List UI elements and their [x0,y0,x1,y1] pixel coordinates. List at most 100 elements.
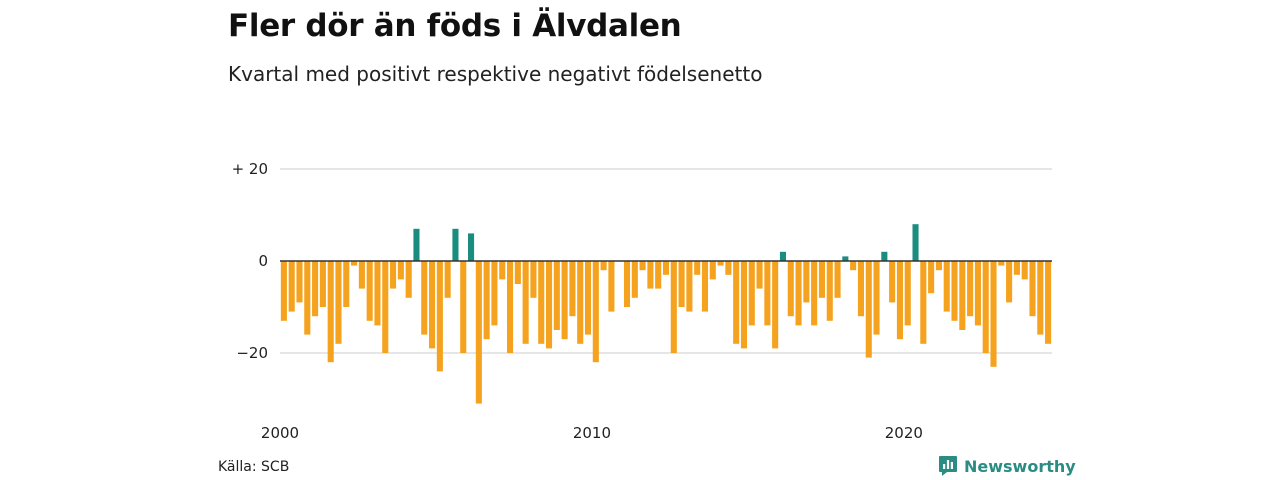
chart-title: Fler dör än föds i Älvdalen [228,8,682,44]
bar-negative [319,261,326,307]
bars [280,224,1052,404]
bar-positive [452,228,459,261]
bar-negative [483,261,490,340]
bar-negative [631,261,638,298]
bar-negative [756,261,763,289]
bar-negative [686,261,693,312]
bar-negative [429,261,436,349]
bar-negative [803,261,810,303]
bar-negative [514,261,521,284]
bar-positive [881,251,888,261]
bar-negative [896,261,903,340]
bar-negative [1029,261,1036,317]
bar-negative [889,261,896,303]
bar-negative [623,261,631,307]
bar-positive [779,251,787,261]
bar-negative [857,261,864,317]
bar-negative [460,261,467,353]
bar-negative [1006,261,1013,303]
bar-negative [998,261,1005,266]
bar-negative [499,261,506,280]
bar-negative [553,261,560,330]
y-tick-label: −20 [236,344,268,362]
bar-negative [304,261,311,335]
bar-negative [647,261,654,289]
bar-negative [920,261,927,344]
bar-positive [842,256,849,261]
bar-negative [865,261,872,358]
bar-negative [343,261,350,307]
bar-negative [694,261,701,275]
bar-negative [1045,261,1052,344]
bar-negative [569,261,576,317]
bar-negative [811,261,818,326]
bar-negative [592,261,599,363]
bar-negative [639,261,646,271]
bar-negative [475,261,482,404]
bar-negative [678,261,685,307]
bar-negative [288,261,295,312]
tick-labels: + 20 0 −20 2000 2010 2020 [232,160,923,442]
bar-negative [390,261,397,289]
bar-negative [538,261,545,344]
brand-logo: Newsworthy [938,455,1076,477]
bar-negative [928,261,935,294]
bar-negative [608,261,615,312]
bar-negative [772,261,779,349]
bar-negative [397,261,404,280]
bar-negative [374,261,381,326]
bar-negative [358,261,365,289]
bar-negative [312,261,319,317]
bar-negative [709,261,716,280]
bar-negative [1013,261,1020,275]
bar-negative [951,261,958,321]
bar-negative [327,261,334,363]
bar-negative [662,261,670,275]
bar-negative [990,261,997,367]
bar-positive [912,224,919,261]
y-tick-label: 0 [258,252,268,270]
chart-subtitle: Kvartal med positivt respektive negativt… [228,62,763,86]
bar-negative [904,261,911,326]
bar-negative [545,261,553,349]
brand-name: Newsworthy [964,456,1076,476]
bar-negative [1021,261,1028,280]
bar-negative [974,261,981,326]
bar-negative [491,261,498,326]
x-tick-label: 2000 [261,424,299,442]
bar-negative [507,261,514,353]
bar-negative [351,261,358,266]
bar-negative [701,261,709,312]
bar-negative [834,261,841,298]
bar-negative [522,261,529,344]
bar-negative [826,261,833,321]
bar-positive [413,228,420,261]
bar-negative [725,261,732,275]
bar-negative [366,261,373,321]
bar-negative [873,261,880,335]
bar-negative [280,261,287,321]
bar-chart-speech-icon [939,456,957,476]
bar-negative [1037,261,1044,335]
bar-negative [982,261,989,353]
bar-negative [959,261,966,330]
bar-negative [740,261,748,349]
bar-negative [943,261,950,312]
bar-negative [935,261,942,271]
bar-negative [584,261,592,335]
y-tick-label: + 20 [232,160,268,178]
bar-positive [468,233,475,261]
bar-negative [795,261,802,326]
bar-negative [382,261,389,353]
bar-negative [421,261,428,335]
bar-negative [405,261,412,298]
bar-negative [436,261,443,372]
bar-negative [818,261,825,298]
bar-negative [748,261,755,326]
bar-negative [787,261,794,317]
bar-negative [717,261,724,266]
bar-negative [577,261,584,344]
source-note: Källa: SCB [218,459,290,475]
bar-negative [670,261,677,353]
